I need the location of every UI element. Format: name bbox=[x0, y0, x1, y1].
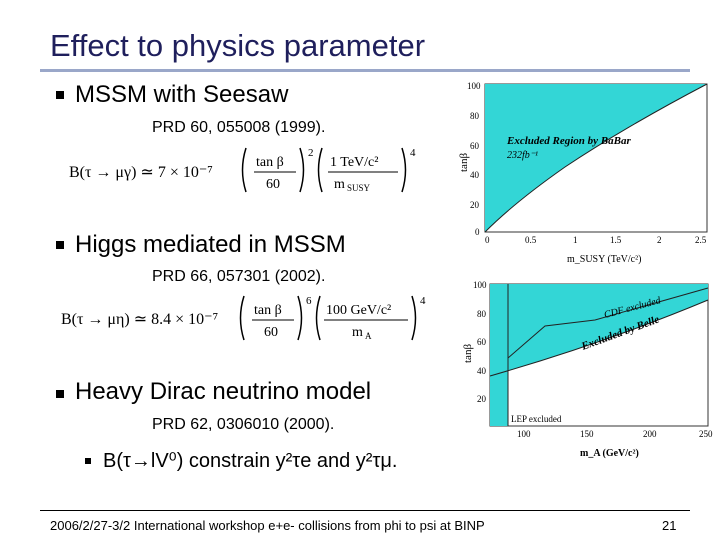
formula-2-lhs: B(τ → μη) ≃ 8.4 × 10⁻⁷ bbox=[61, 311, 218, 328]
bullet-higgs-mssm: Higgs mediated in MSSM bbox=[75, 231, 346, 258]
bullet-marker bbox=[56, 390, 64, 398]
formula-1-lhs: B(τ → μγ) ≃ 7 × 10⁻⁷ bbox=[69, 164, 213, 181]
plot2-xlabel: m_A (GeV/c²) bbox=[580, 448, 639, 459]
plot2-ylabel: tanβ bbox=[462, 344, 474, 363]
svg-text:m: m bbox=[334, 177, 345, 192]
svg-text:250: 250 bbox=[699, 429, 713, 439]
title-divider bbox=[40, 69, 690, 72]
bullet-marker bbox=[56, 91, 64, 99]
svg-text:2: 2 bbox=[657, 235, 662, 245]
footer-conference: 2006/2/27-3/2 International workshop e+e… bbox=[50, 518, 485, 533]
svg-text:60: 60 bbox=[266, 177, 280, 192]
svg-text:100: 100 bbox=[467, 81, 481, 91]
belle-excluded-region bbox=[490, 284, 708, 376]
plot1-ylabel: tanβ bbox=[458, 153, 470, 172]
svg-text:80: 80 bbox=[470, 111, 480, 121]
svg-text:60: 60 bbox=[470, 141, 480, 151]
svg-text:60: 60 bbox=[477, 337, 487, 347]
svg-text:100: 100 bbox=[473, 280, 487, 290]
sub-bullet-yukawa: B(τ→lV⁰) constrain y²τe and y²τμ. bbox=[103, 450, 398, 472]
svg-text:SUSY: SUSY bbox=[347, 183, 371, 193]
svg-text:0: 0 bbox=[475, 227, 480, 237]
bullet-dirac-neutrino: Heavy Dirac neutrino model bbox=[75, 378, 372, 405]
bullet-marker bbox=[56, 241, 64, 249]
svg-text:6: 6 bbox=[306, 295, 312, 307]
reference-prd62: PRD 62, 0306010 (2000). bbox=[152, 416, 335, 433]
plot1-luminosity: 232fb⁻¹ bbox=[507, 150, 538, 161]
svg-text:100: 100 bbox=[517, 429, 531, 439]
svg-text:2.5: 2.5 bbox=[695, 235, 707, 245]
bullet-mssm-seesaw: MSSM with Seesaw bbox=[75, 81, 289, 108]
svg-text:100 GeV/c²: 100 GeV/c² bbox=[326, 303, 391, 318]
plot1-annotation: Excluded Region by BaBar bbox=[506, 135, 631, 147]
plot-belle-higgs: 100 80 60 40 20 100 150 200 250 tanβ m_A… bbox=[462, 280, 713, 459]
lep-excluded-region bbox=[490, 284, 508, 426]
plot2-lep-label: LEP excluded bbox=[511, 414, 562, 424]
svg-text:40: 40 bbox=[470, 170, 480, 180]
svg-text:4: 4 bbox=[420, 295, 426, 307]
svg-text:tan β: tan β bbox=[256, 155, 284, 170]
footer-divider bbox=[40, 510, 690, 511]
reference-prd66: PRD 66, 057301 (2002). bbox=[152, 268, 326, 285]
page-number: 21 bbox=[662, 518, 677, 533]
svg-text:m: m bbox=[352, 325, 363, 340]
sub-bullet-marker bbox=[85, 458, 91, 464]
svg-text:40: 40 bbox=[477, 366, 487, 376]
svg-text:1.5: 1.5 bbox=[610, 235, 622, 245]
babar-excluded-region bbox=[485, 84, 707, 232]
svg-text:2: 2 bbox=[308, 147, 314, 159]
svg-text:1: 1 bbox=[573, 235, 578, 245]
svg-text:1 TeV/c²: 1 TeV/c² bbox=[330, 155, 378, 170]
svg-text:200: 200 bbox=[643, 429, 657, 439]
svg-text:20: 20 bbox=[477, 394, 487, 404]
svg-text:0: 0 bbox=[485, 235, 490, 245]
svg-text:150: 150 bbox=[580, 429, 594, 439]
formula-tau-mugamma: B(τ → μγ) ≃ 7 × 10⁻⁷ tan β 60 2 1 TeV/c²… bbox=[64, 140, 424, 200]
svg-text:A: A bbox=[365, 331, 372, 341]
reference-prd60: PRD 60, 055008 (1999). bbox=[152, 119, 326, 136]
plot1-xlabel: m_SUSY (TeV/c²) bbox=[567, 254, 641, 265]
svg-text:80: 80 bbox=[477, 309, 487, 319]
plot-babar-mssm: 100 80 60 40 20 0 0 0.5 1 1.5 2 2.5 tanβ… bbox=[458, 81, 708, 265]
svg-text:4: 4 bbox=[410, 147, 416, 159]
svg-text:0.5: 0.5 bbox=[525, 235, 537, 245]
slide-title: Effect to physics parameter bbox=[50, 28, 426, 63]
svg-text:60: 60 bbox=[264, 325, 278, 340]
svg-text:20: 20 bbox=[470, 200, 480, 210]
formula-tau-mueta: B(τ → μη) ≃ 8.4 × 10⁻⁷ tan β 60 6 100 Ge… bbox=[56, 290, 436, 346]
svg-text:tan β: tan β bbox=[254, 303, 282, 318]
